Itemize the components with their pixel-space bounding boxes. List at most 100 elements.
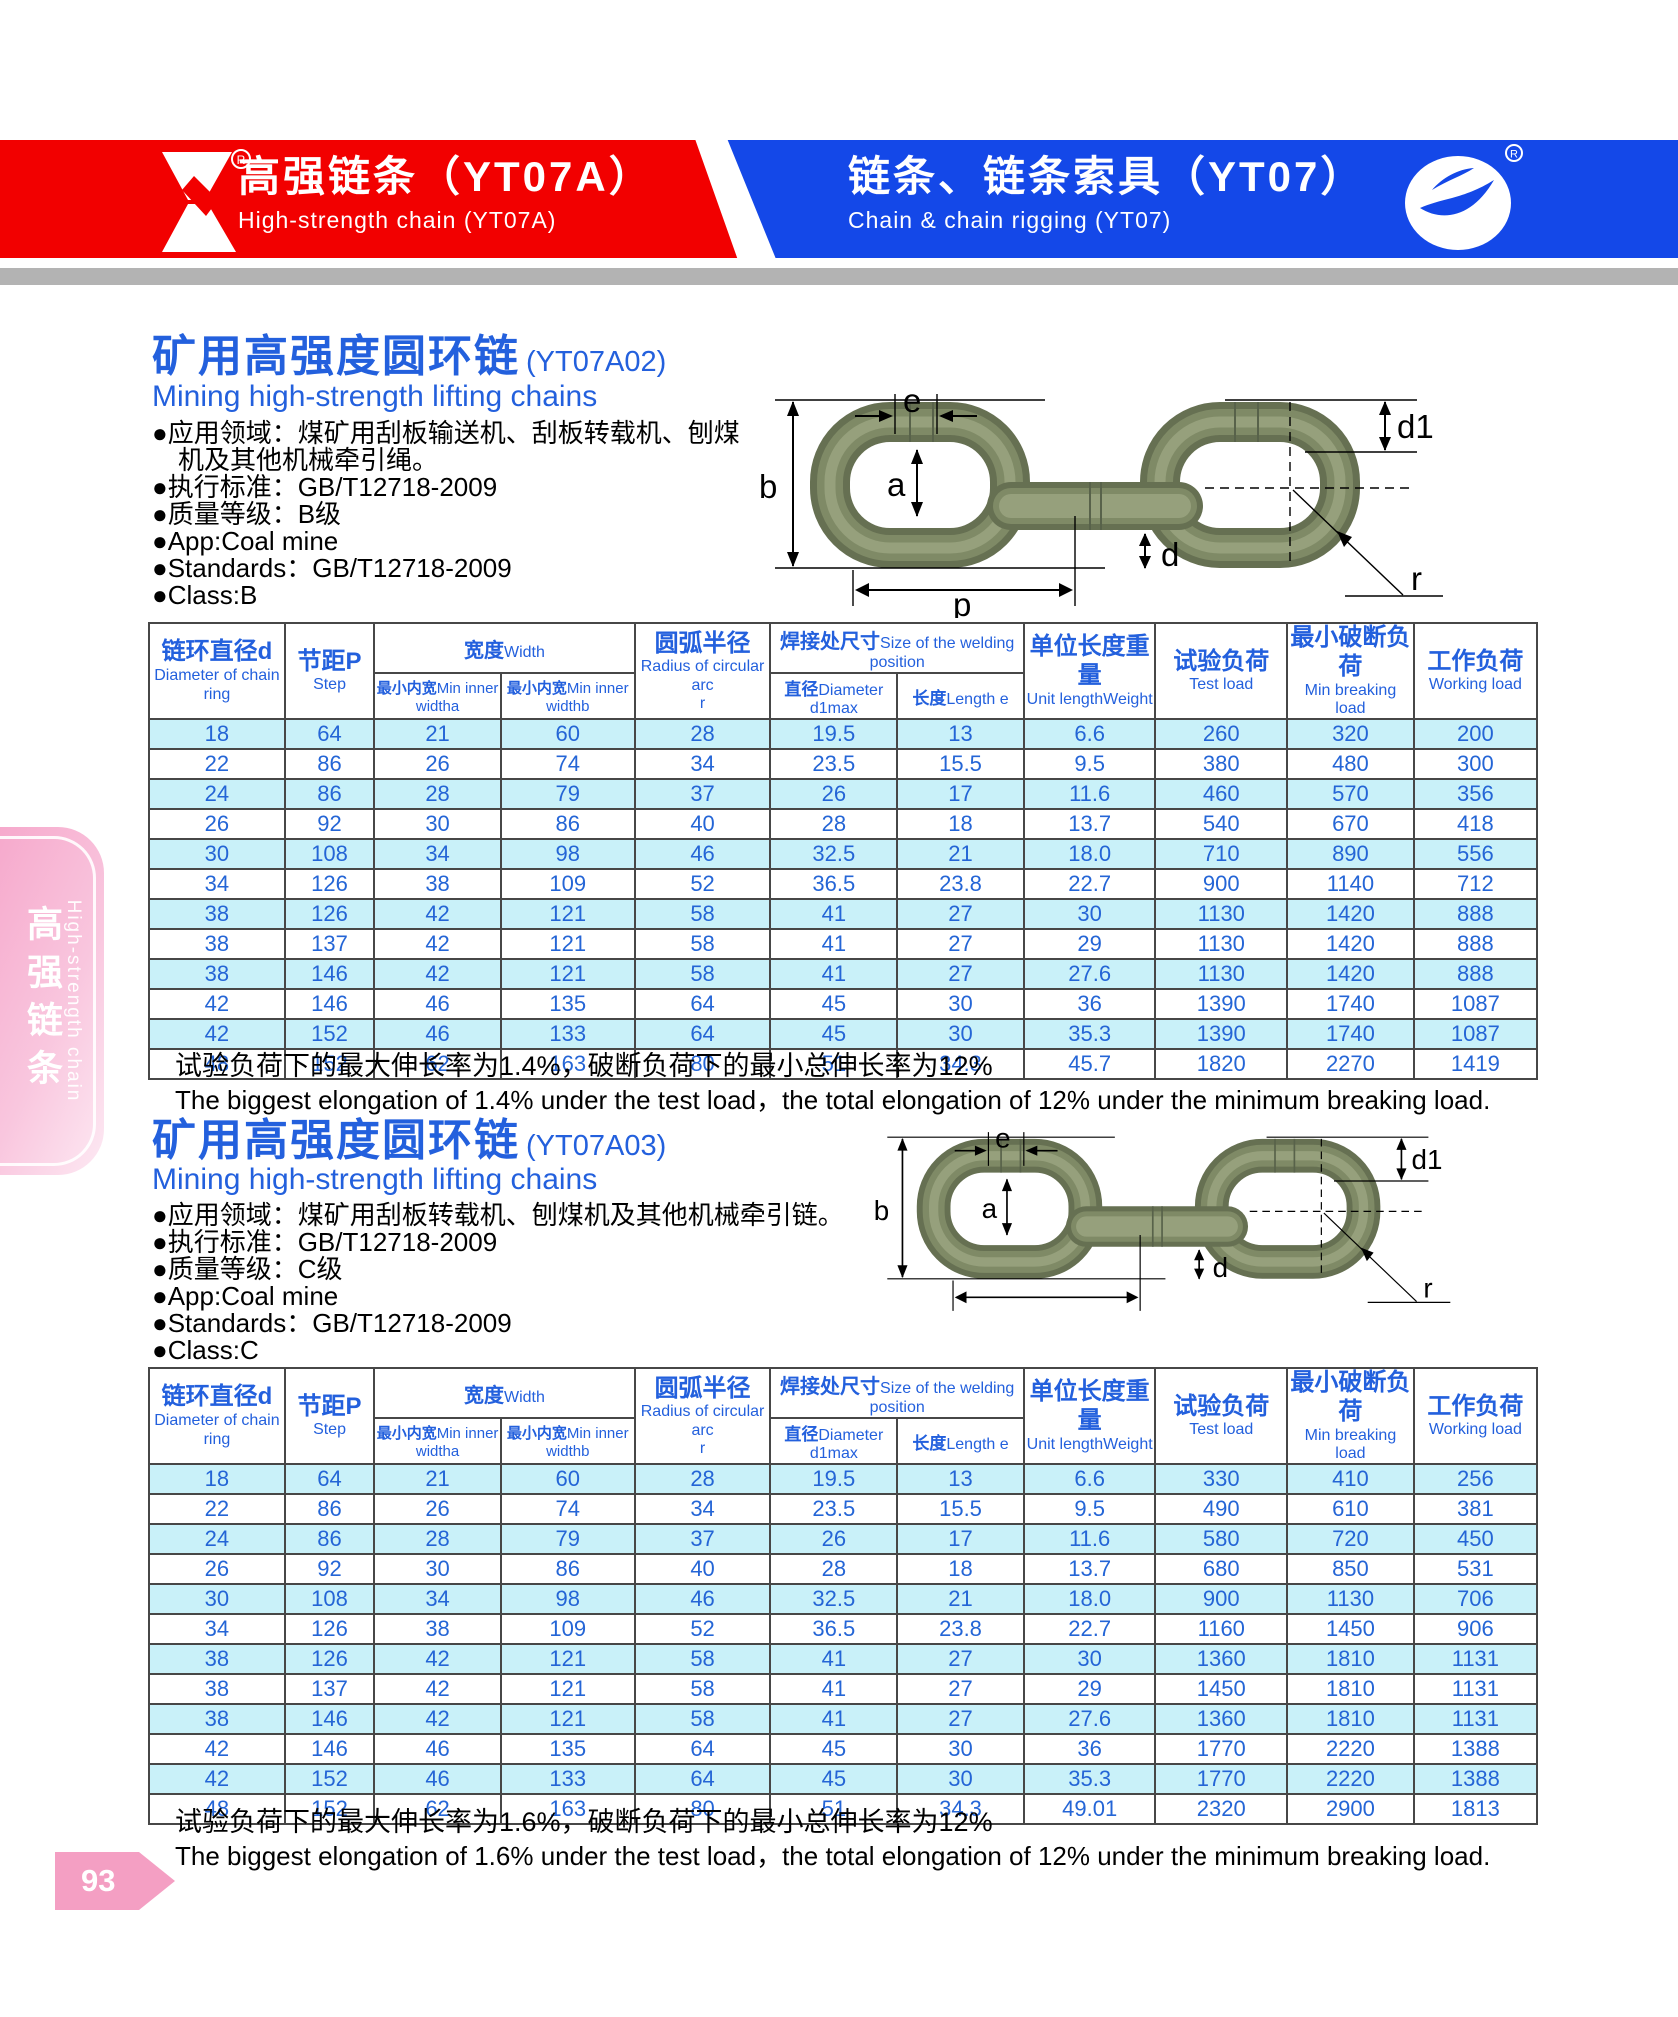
- table-cell: 29: [1022, 928, 1157, 961]
- table-cell: 356: [1412, 778, 1539, 811]
- table-row: 38 126 42 121 58 41 27 30 1360 1810 1131: [148, 1643, 1539, 1676]
- table-cell: 42: [373, 898, 502, 931]
- table-cell: 1810: [1286, 1643, 1415, 1676]
- col-header-diameter: 链环直径d Diameter of chain ring: [148, 1366, 286, 1466]
- table-row: 30 108 34 98 46 32.5 21 18.0 900 1130 706: [148, 1583, 1539, 1616]
- chain-links-illustration: [810, 402, 1360, 568]
- table-cell: 2320: [1154, 1793, 1289, 1826]
- table-cell: 42: [373, 958, 502, 991]
- table-cell: 30: [896, 1763, 1025, 1796]
- table-cell: 41: [769, 1703, 899, 1736]
- table-row: 26 92 30 86 40 28 18 13.7 540 670 418: [148, 808, 1539, 841]
- table-cell: 1360: [1154, 1703, 1289, 1736]
- table-cell: 1131: [1412, 1673, 1539, 1706]
- table-cell: 680: [1154, 1553, 1289, 1586]
- table-cell: 27.6: [1022, 958, 1157, 991]
- table-cell: 38: [148, 1703, 286, 1736]
- header-band-left: [0, 140, 738, 258]
- table-cell: 6.6: [1022, 1463, 1157, 1496]
- table-cell: 2900: [1286, 1793, 1415, 1826]
- table-cell: 64: [283, 1463, 376, 1496]
- table-cell: 18: [148, 718, 286, 751]
- table-cell: 22: [148, 748, 286, 781]
- table-row: 34 126 38 109 52 36.5 23.8 22.7 900 1140 712: [148, 868, 1539, 901]
- table-cell: 37: [633, 778, 772, 811]
- table-cell: 58: [633, 1673, 772, 1706]
- table-cell: 126: [283, 1613, 376, 1646]
- table-cell: 41: [769, 1643, 899, 1676]
- table-cell: 146: [283, 988, 376, 1021]
- bullet-item: ●Standards：GB/T12718-2009: [152, 553, 512, 583]
- table-cell: 46: [373, 988, 502, 1021]
- table-cell: 92: [283, 808, 376, 841]
- table-cell: 1390: [1154, 1018, 1289, 1051]
- table-cell: 38: [148, 1673, 286, 1706]
- table-cell: 30: [148, 1583, 286, 1616]
- table-cell: 540: [1154, 808, 1289, 841]
- table-cell: 86: [499, 1553, 636, 1586]
- svg-text:a: a: [982, 1193, 998, 1224]
- divider-band: [0, 268, 1678, 285]
- table-cell: 52: [633, 868, 772, 901]
- table-cell: 1813: [1412, 1793, 1539, 1826]
- table-cell: 670: [1286, 808, 1415, 841]
- table-cell: 98: [499, 838, 636, 871]
- table-cell: 30: [896, 1733, 1025, 1766]
- table-cell: 86: [499, 808, 636, 841]
- table-cell: 9.5: [1022, 748, 1157, 781]
- table-cell: 26: [148, 1553, 286, 1586]
- table-cell: 64: [633, 1018, 772, 1051]
- table-cell: 80: [633, 1793, 772, 1826]
- col-header-test-load: 试验负荷 Test load: [1154, 1366, 1289, 1466]
- sidebar-label-en: High-strength chain: [63, 899, 84, 1103]
- table-cell: 135: [499, 988, 636, 1021]
- table-row: 48 152 62 163 80 51 34.3 49.01 2320 2900 1813: [148, 1793, 1539, 1826]
- col-header-test-load: 试验负荷 Test load: [1154, 621, 1289, 721]
- table-cell: 1770: [1154, 1763, 1289, 1796]
- col-header-width-b: 最小内宽Min inner widthb: [499, 1417, 636, 1466]
- spec-table-yt07a02: 链环直径d Diameter of chain ring 节距P Step 宽度Wi…: [148, 621, 1539, 1081]
- table-cell: 1810: [1286, 1703, 1415, 1736]
- table-cell: 34: [373, 838, 502, 871]
- table-cell: 580: [1154, 1523, 1289, 1556]
- table-cell: 1130: [1154, 928, 1289, 961]
- svg-text:a: a: [887, 466, 906, 503]
- table-cell: 256: [1412, 1463, 1539, 1496]
- table-cell: 300: [1412, 748, 1539, 781]
- table-cell: 1820: [1154, 1048, 1289, 1081]
- svg-text:R: R: [237, 153, 246, 167]
- col-header-width-group: 宽度Width: [373, 621, 636, 675]
- header-left-text: 高强链条（YT07A） High-strength chain (YT07A): [238, 153, 654, 234]
- table-cell: 570: [1286, 778, 1415, 811]
- table-cell: 45: [769, 1733, 899, 1766]
- table-cell: 200: [1412, 718, 1539, 751]
- table-row: 42 146 46 135 64 45 30 36 1390 1740 1087: [148, 988, 1539, 1021]
- col-header-width-a: 最小内宽Min inner widtha: [373, 1417, 502, 1466]
- table-cell: 34.3: [896, 1793, 1025, 1826]
- table-cell: 28: [633, 718, 772, 751]
- table-cell: 1390: [1154, 988, 1289, 1021]
- table-cell: 850: [1286, 1553, 1415, 1586]
- bullet-item: ●质量等级：B级: [152, 499, 342, 529]
- bullet-item: ●质量等级：C级: [152, 1254, 343, 1284]
- table-cell: 34: [633, 748, 772, 781]
- table-cell: 36: [1022, 988, 1157, 1021]
- table-cell: 15.5: [896, 1493, 1025, 1526]
- table-cell: 9.5: [1022, 1493, 1157, 1526]
- table-cell: 26: [769, 1523, 899, 1556]
- table-row: 22 86 26 74 34 23.5 15.5 9.5 380 480 300: [148, 748, 1539, 781]
- col-header-weld-e: 长度Length e: [896, 672, 1025, 721]
- table-cell: 1131: [1412, 1643, 1539, 1676]
- svg-text:d1: d1: [1412, 1144, 1443, 1175]
- table-cell: 26: [769, 778, 899, 811]
- table-cell: 15.5: [896, 748, 1025, 781]
- table-cell: 18: [896, 808, 1025, 841]
- page-number-badge: 93: [55, 1852, 175, 1910]
- table-cell: 42: [373, 928, 502, 961]
- table-cell: 62: [373, 1793, 502, 1826]
- svg-text:d: d: [1213, 1252, 1228, 1283]
- table-cell: 41: [769, 928, 899, 961]
- table-cell: 152: [283, 1763, 376, 1796]
- table-cell: 1450: [1286, 1613, 1415, 1646]
- spec-table-yt07a03: 链环直径d Diameter of chain ring 节距P Step 宽度Wi…: [148, 1366, 1539, 1826]
